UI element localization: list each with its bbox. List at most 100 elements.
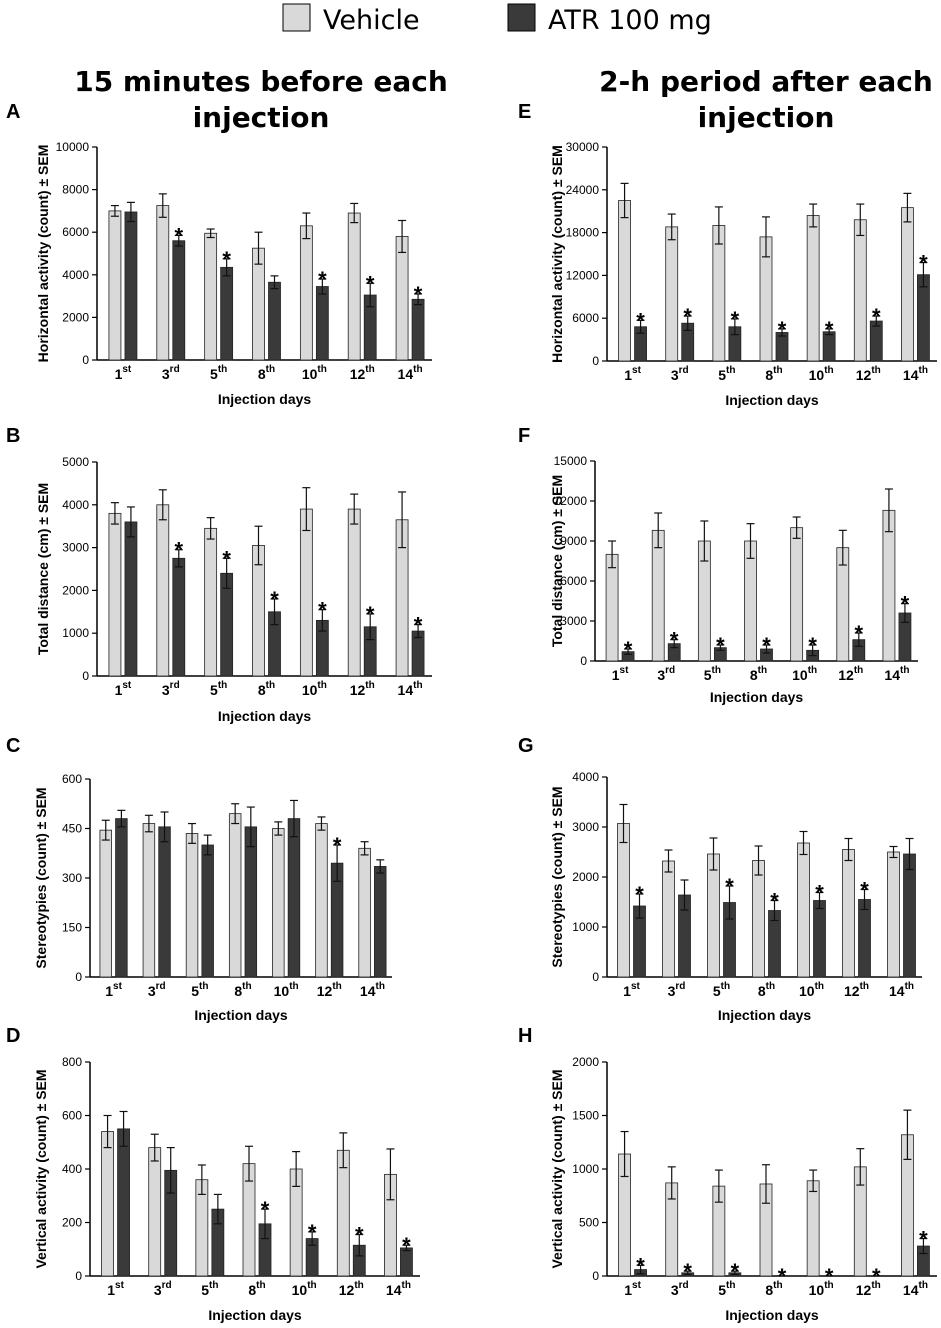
significance-star: * <box>860 878 869 903</box>
y-tick-label: 2000 <box>572 870 599 884</box>
atr-bar <box>172 557 186 677</box>
legend-atr-swatch <box>507 3 536 32</box>
vehicle-bar <box>142 823 156 978</box>
y-tick-label: 800 <box>62 1055 82 1069</box>
vehicle-bar <box>99 829 112 978</box>
atr-bar <box>858 899 871 978</box>
legend: Vehicle ATR 100 mg <box>282 3 712 36</box>
y-axis-label: Stereotypies (count) ± SEM <box>549 786 565 967</box>
vehicle-bar <box>336 1149 350 1277</box>
x-tick-superscript: th <box>808 665 817 676</box>
atr-bar <box>917 274 930 362</box>
y-tick-label: 12000 <box>566 268 600 282</box>
y-tick-label: 4000 <box>62 268 89 282</box>
vehicle-bar <box>204 232 218 361</box>
vehicle-bar <box>842 849 855 978</box>
vehicle-bar <box>651 529 665 662</box>
x-tick-number: 3 <box>162 682 170 698</box>
legend-vehicle-swatch <box>282 3 311 32</box>
x-tick-superscript: th <box>860 981 869 992</box>
x-tick-superscript: rd <box>170 680 180 691</box>
x-tick-superscript: th <box>401 1280 410 1291</box>
x-tick-label: 14th <box>903 365 928 383</box>
x-tick-label: 1st <box>612 665 629 683</box>
panel-b: B Total distance (cm) ± SEM 0 1000 2000 3000 4… <box>6 425 432 724</box>
atr-bar <box>124 521 138 677</box>
panel-letter: G <box>518 735 534 757</box>
panel-letter: B <box>6 425 20 447</box>
left-column-title: 15 minutes before each injection <box>74 65 448 134</box>
vehicle-bar <box>108 210 122 361</box>
y-axis-label: Total distance (cm) ± SEM <box>549 475 565 647</box>
vehicle-bar <box>882 509 896 662</box>
x-tick-number: 10 <box>799 983 815 999</box>
x-tick-number: 5 <box>713 983 721 999</box>
x-tick-superscript: rd <box>156 981 166 992</box>
atr-bar <box>115 818 128 978</box>
x-tick-number: 1 <box>624 367 632 383</box>
significance-star: * <box>636 308 645 333</box>
x-tick-superscript: st <box>122 680 132 691</box>
vehicle-bar <box>347 508 361 677</box>
x-tick-number: 8 <box>258 366 266 382</box>
y-tick-label: 6000 <box>62 225 89 239</box>
y-tick-label: 3000 <box>62 541 89 555</box>
x-tick-label: 8th <box>248 1280 265 1298</box>
x-tick-number: 10 <box>302 366 318 382</box>
significance-star: * <box>270 587 279 612</box>
x-tick-label: 5th <box>210 364 227 382</box>
vehicle-bar <box>712 225 726 362</box>
x-tick-label: 12th <box>350 680 375 698</box>
y-tick-label: 0 <box>592 354 599 368</box>
x-tick-label: 14th <box>884 665 909 683</box>
x-tick-number: 12 <box>339 1282 355 1298</box>
x-tick-number: 14 <box>360 983 376 999</box>
y-axis-label: Vertical activity (count) ± SEM <box>33 1069 49 1268</box>
y-axis-label: Stereotypies (count) ± SEM <box>33 787 49 968</box>
x-tick-number: 8 <box>765 367 773 383</box>
x-tick-number: 10 <box>274 983 290 999</box>
x-tick-superscript: th <box>199 981 208 992</box>
x-tick-superscript: rd <box>675 981 685 992</box>
x-tick-superscript: th <box>773 1280 782 1291</box>
significance-star: * <box>919 1227 928 1252</box>
x-tick-label: 10th <box>302 680 327 698</box>
x-tick-superscript: rd <box>665 665 675 676</box>
x-tick-label: 5th <box>718 1280 735 1298</box>
x-tick-superscript: th <box>266 680 275 691</box>
x-tick-label: 10th <box>792 665 817 683</box>
x-tick-number: 12 <box>856 1282 872 1298</box>
y-tick-label: 2000 <box>62 310 89 324</box>
significance-star: * <box>414 282 423 307</box>
significance-star: * <box>825 1264 834 1289</box>
panel-letter: H <box>518 1025 532 1047</box>
significance-star: * <box>366 271 375 296</box>
x-tick-label: 1st <box>105 981 122 999</box>
y-axis-label: Vertical activity (count) ± SEM <box>549 1069 565 1268</box>
x-tick-number: 8 <box>765 1282 773 1298</box>
atr-bar <box>411 298 425 361</box>
x-tick-superscript: th <box>218 680 227 691</box>
x-tick-number: 5 <box>704 667 712 683</box>
atr-bar <box>903 853 916 978</box>
x-tick-superscript: th <box>256 1280 265 1291</box>
x-tick-superscript: rd <box>679 1280 689 1291</box>
vehicle-bar <box>662 860 675 978</box>
x-tick-superscript: th <box>726 365 735 376</box>
x-tick-superscript: th <box>413 364 422 375</box>
significance-star: * <box>308 1220 317 1245</box>
x-tick-superscript: st <box>632 1280 642 1291</box>
atr-bar <box>124 211 138 361</box>
x-tick-number: 3 <box>162 366 170 382</box>
x-tick-superscript: th <box>824 1280 833 1291</box>
y-axis-label: Total distance (cm) ± SEM <box>35 483 51 655</box>
significance-star: * <box>872 304 881 329</box>
x-tick-number: 8 <box>258 682 266 698</box>
x-tick-number: 8 <box>248 1282 256 1298</box>
y-tick-label: 0 <box>592 1269 599 1283</box>
y-tick-label: 450 <box>62 822 82 836</box>
x-tick-number: 5 <box>210 682 218 698</box>
x-tick-number: 5 <box>210 366 218 382</box>
panel-d: D Vertical activity (count) ± SEM 0 200 400 6… <box>6 1025 420 1323</box>
